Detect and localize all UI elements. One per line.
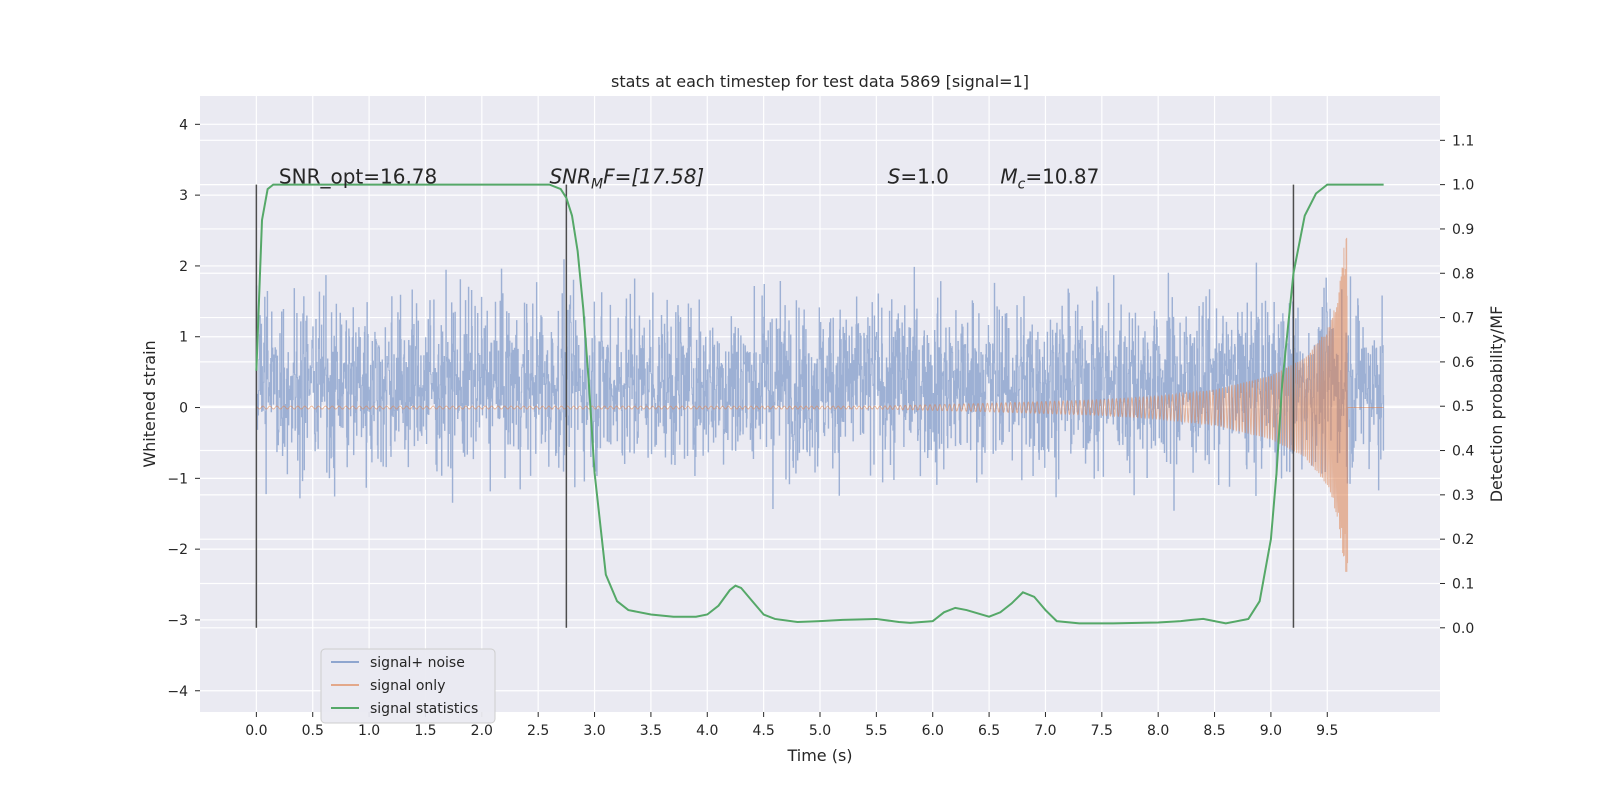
y-left-tick-label: −3 <box>167 613 188 629</box>
y-right-tick-label: 0.8 <box>1452 266 1474 282</box>
annotation-main: M <box>1000 165 1017 189</box>
annotation-main: S <box>888 165 901 189</box>
x-tick-label: 7.0 <box>1034 723 1056 739</box>
legend-label-stats: signal statistics <box>370 701 478 717</box>
annotation: Mc=10.87 <box>1000 165 1099 193</box>
annotation: SNR_opt=16.78 <box>279 165 437 189</box>
x-tick-label: 6.5 <box>978 723 1000 739</box>
y-left-tick-label: −1 <box>167 471 188 487</box>
y-right-tick-label: 0.6 <box>1452 355 1474 371</box>
annotation-main: SNR <box>549 165 591 189</box>
x-tick-label: 2.0 <box>471 723 493 739</box>
x-tick-label: 0.0 <box>245 723 267 739</box>
annotation-value: =10.87 <box>1025 165 1099 189</box>
y-left-tick-label: 3 <box>179 188 188 204</box>
x-tick-label: 4.5 <box>753 723 775 739</box>
y-right-tick-label: 0.5 <box>1452 399 1474 415</box>
annotation-value: =1.0 <box>900 165 949 189</box>
noise-trace <box>255 259 1385 511</box>
x-tick-label: 1.5 <box>414 723 436 739</box>
y-right-tick-label: 1.0 <box>1452 178 1474 194</box>
legend: signal+ noise signal only signal statist… <box>320 648 496 724</box>
y-axis-label-right: Detection probability/MF <box>1487 306 1506 503</box>
x-tick-label: 8.0 <box>1147 723 1169 739</box>
signal-trace <box>256 237 1384 572</box>
y-left-tick-label: 4 <box>179 117 188 133</box>
y-right-tick-label: 0.4 <box>1452 444 1474 460</box>
annotation: S=1.0 <box>888 165 949 189</box>
x-tick-label: 3.0 <box>583 723 605 739</box>
signal-series <box>256 237 1384 572</box>
y-left-tick-label: −2 <box>167 542 188 558</box>
vertical-markers <box>255 184 1295 628</box>
stats-series <box>255 183 1384 625</box>
x-tick-label: 4.0 <box>696 723 718 739</box>
y-right-tick-label: 0.0 <box>1452 621 1474 637</box>
y-right-tick-label: 0.3 <box>1452 488 1474 504</box>
annotation: SNRMF=[17.58] <box>549 165 704 193</box>
y-right-tick-label: 0.9 <box>1452 222 1474 238</box>
x-axis-label: Time (s) <box>786 746 852 765</box>
annotation-main: SNR_opt=16.78 <box>279 165 437 189</box>
annotation-subscript: M <box>591 177 603 193</box>
legend-label-signal: signal only <box>370 678 445 694</box>
annotation-subscript: c <box>1018 177 1026 193</box>
chart-title: stats at each timestep for test data 586… <box>611 72 1029 91</box>
x-tick-label: 1.0 <box>358 723 380 739</box>
x-tick-label: 7.5 <box>1091 723 1113 739</box>
x-tick-label: 3.5 <box>640 723 662 739</box>
noise-series <box>255 259 1385 511</box>
x-tick-label: 9.0 <box>1260 723 1282 739</box>
axes: 0.0 0.5 1.0 1.5 2.0 2.5 3.0 3.5 4.0 4.5 5.0 5.5 6.0 6… <box>167 117 1474 739</box>
y-right-tick-label: 0.7 <box>1452 311 1474 327</box>
y-right-tick-label: 0.2 <box>1452 532 1474 548</box>
legend-label-noise: signal+ noise <box>370 655 465 671</box>
y-left-tick-label: 1 <box>179 330 188 346</box>
y-axis-label-left: Whitened strain <box>140 340 159 467</box>
legend-box <box>320 648 496 724</box>
annotation-value: F=[17.58] <box>603 165 704 189</box>
x-tick-label: 6.0 <box>922 723 944 739</box>
y-left-tick-label: 0 <box>179 401 188 417</box>
y-left-tick-label: −4 <box>167 684 188 700</box>
x-tick-label: 5.0 <box>809 723 831 739</box>
y-left-tick-label: 2 <box>179 259 188 275</box>
x-tick-label: 5.5 <box>865 723 887 739</box>
annotations: SNR_opt=16.78 SNRMF=[17.58] S=1.0 Mc=10.87 <box>279 165 1099 193</box>
y-right-tick-label: 1.1 <box>1452 133 1474 149</box>
x-tick-label: 9.5 <box>1316 723 1338 739</box>
x-tick-label: 0.5 <box>302 723 324 739</box>
stats-line <box>255 183 1384 625</box>
x-tick-label: 8.5 <box>1203 723 1225 739</box>
y-right-tick-label: 0.1 <box>1452 576 1474 592</box>
x-tick-label: 2.5 <box>527 723 549 739</box>
